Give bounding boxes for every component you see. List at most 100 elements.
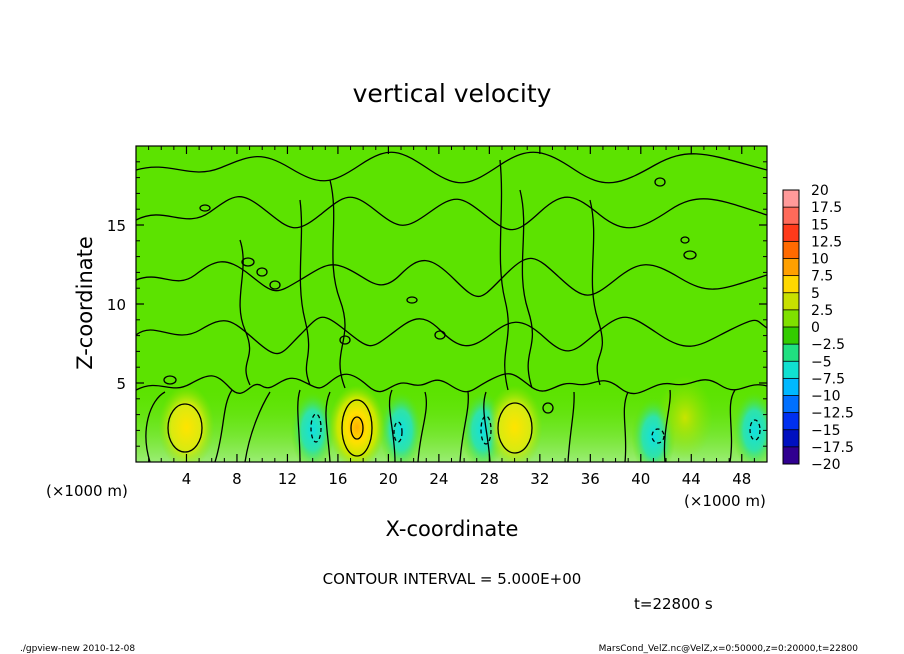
downdraft-contour [651, 428, 665, 444]
contour-loop [434, 330, 446, 340]
colorbar-label: −12.5 [811, 406, 854, 422]
colorbar-label: 20 [811, 183, 829, 199]
updraft-core [656, 375, 713, 460]
downdraft-contour [480, 415, 492, 445]
contour-loop [654, 177, 666, 187]
plot-area [136, 146, 767, 462]
contour-line [325, 391, 331, 462]
colorbar-label: 5 [811, 286, 820, 302]
colorbar-label: 0 [811, 320, 820, 336]
contour-line [459, 391, 469, 462]
contour-loop [241, 257, 255, 267]
colorbar-label: 10 [811, 252, 829, 268]
colorbar-label: 7.5 [811, 269, 833, 285]
x-tick-label: 20 [379, 470, 398, 488]
contour-line [729, 389, 736, 462]
contour-loop [269, 280, 281, 290]
contour-line [623, 391, 629, 462]
downdraft-contour [310, 413, 322, 443]
colorbar-swatch [783, 446, 799, 464]
updraft-core [486, 385, 543, 462]
colorbar-swatch [783, 241, 799, 259]
x-tick-label: 28 [480, 470, 499, 488]
updraft-contour [167, 403, 203, 453]
colorbar-swatch [783, 395, 799, 413]
contour-line [297, 389, 301, 462]
contour-line [145, 391, 166, 462]
downdraft-core [290, 390, 335, 462]
contour-line [136, 257, 767, 298]
contour-line [136, 151, 767, 184]
y-axis-label: Z-coordinate [73, 236, 97, 370]
updraft-contour [497, 402, 533, 454]
x-tick-label: 16 [328, 470, 347, 488]
contour-line [483, 391, 491, 462]
x-tick-label: 48 [732, 470, 751, 488]
downdraft-contour [393, 421, 403, 443]
footer-left: ./gpview-new 2010-12-08 [20, 644, 135, 654]
contour-line [136, 196, 767, 231]
contour-loop [339, 335, 351, 345]
x-tick-label: 36 [581, 470, 600, 488]
colorbar-label: −2.5 [811, 337, 845, 353]
colorbar-swatch [783, 292, 799, 310]
time-text: t=22800 s [634, 595, 713, 613]
updraft-core [328, 385, 385, 462]
colorbar-label: −5 [811, 354, 832, 370]
colorbar-swatch [783, 361, 799, 379]
contour-loop [406, 296, 418, 304]
colorbar-label: −20 [811, 457, 841, 473]
x-tick-label: 24 [429, 470, 448, 488]
contour-line [519, 189, 534, 389]
colorbar-label: −15 [811, 423, 841, 439]
colorbar-label: 15 [811, 217, 829, 233]
x-tick-label: 4 [182, 470, 192, 488]
colorbar-label: −17.5 [811, 440, 854, 456]
downdraft-core [732, 390, 767, 462]
contour-line [589, 199, 604, 386]
contour-line [244, 391, 271, 462]
contour-loop [542, 402, 554, 414]
x-tick-label: 8 [232, 470, 242, 488]
colorbar-swatch [783, 275, 799, 293]
colorbar-swatch [783, 344, 799, 362]
y-axis-ticks: 5 10 15 [107, 161, 767, 447]
contour-line [567, 391, 575, 462]
contour-line [299, 199, 311, 386]
colorbar-swatch [783, 412, 799, 430]
x-tick-label: 40 [631, 470, 650, 488]
colorbar-swatch [783, 258, 799, 276]
contour-line [136, 316, 767, 355]
contour-line [136, 373, 767, 395]
colorbar-label: −7.5 [811, 371, 845, 387]
x-axis-ticks: 4 8 12 16 20 24 28 32 36 40 44 48 [148, 146, 755, 488]
contour-loop [680, 236, 690, 244]
x-tick-label: 32 [530, 470, 549, 488]
colorbar-swatch [783, 309, 799, 327]
colorbar-label: 12.5 [811, 234, 842, 250]
colorbar-label: −10 [811, 389, 841, 405]
y-tick-label: 5 [116, 375, 126, 393]
contour-loop [199, 204, 211, 212]
contour-loop [683, 250, 697, 260]
contour-line [417, 391, 428, 462]
contour-line [239, 239, 251, 386]
updraft-core [158, 385, 215, 462]
downdraft-contour [749, 419, 761, 441]
updraft-contour [350, 416, 364, 440]
chart-title: vertical velocity [353, 79, 552, 108]
x-axis-unit-right: (×1000 m) [684, 492, 766, 510]
updraft-contour [341, 399, 373, 457]
footer-right: MarsCond_VelZ.nc@VelZ,x=0:50000,z=0:2000… [599, 644, 859, 654]
contour-line [329, 179, 346, 389]
x-tick-label: 12 [278, 470, 297, 488]
contour-line [663, 389, 671, 462]
y-tick-label: 15 [107, 217, 126, 235]
colorbar-swatch [783, 327, 799, 345]
x-tick-label: 44 [682, 470, 701, 488]
y-tick-label: 10 [107, 296, 126, 314]
contour-line [499, 159, 509, 391]
colorbar-label: 2.5 [811, 303, 833, 319]
